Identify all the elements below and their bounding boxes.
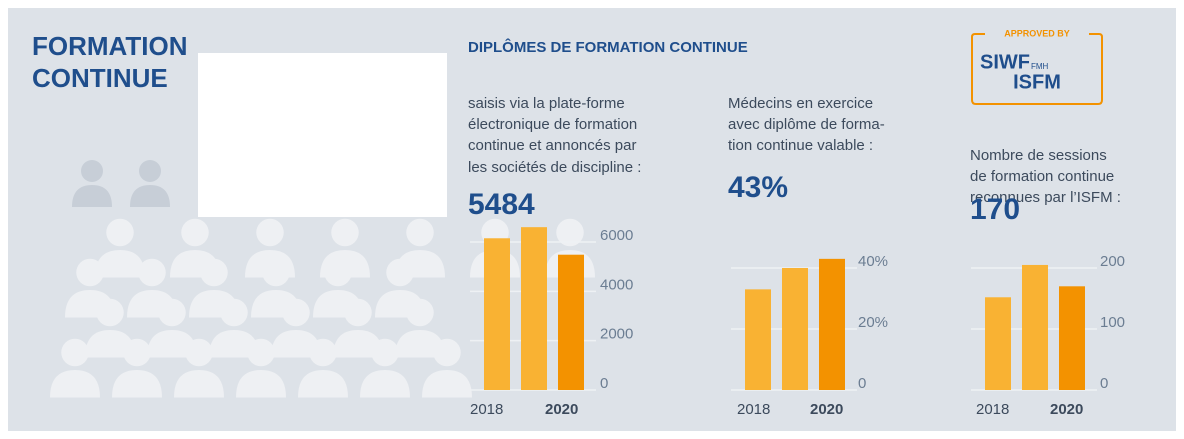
title-line: FORMATION bbox=[32, 31, 188, 61]
bar bbox=[745, 289, 771, 390]
description-line: continue et annoncés par bbox=[468, 137, 636, 154]
description-line: Nombre de sessions bbox=[970, 147, 1107, 164]
person-body bbox=[422, 370, 472, 398]
person-head bbox=[61, 338, 89, 367]
person-head bbox=[344, 298, 372, 327]
person-body bbox=[72, 185, 112, 207]
bar bbox=[985, 297, 1011, 390]
y-tick-label: 2000 bbox=[600, 326, 633, 343]
person-head bbox=[282, 298, 310, 327]
image-placeholder bbox=[198, 53, 447, 217]
description-line: Médecins en exercice bbox=[728, 95, 873, 112]
badge-top: APPROVED BY bbox=[1004, 28, 1070, 38]
person-head bbox=[96, 298, 124, 327]
person-head bbox=[138, 258, 166, 287]
y-tick-label: 6000 bbox=[600, 227, 633, 244]
person-head bbox=[324, 258, 352, 287]
bar bbox=[521, 227, 547, 390]
description-line: saisis via la plate-forme bbox=[468, 95, 625, 112]
x-tick-label: 2018 bbox=[976, 401, 1009, 418]
section-title: DIPLÔMES DE FORMATION CONTINUE bbox=[468, 38, 748, 56]
person-head bbox=[139, 160, 161, 182]
person-body bbox=[50, 370, 100, 398]
person-head bbox=[406, 218, 434, 247]
person-body bbox=[112, 370, 162, 398]
person-head bbox=[262, 258, 290, 287]
person-head bbox=[309, 338, 337, 367]
bar bbox=[1022, 264, 1048, 390]
person-body bbox=[360, 370, 410, 398]
y-tick-label: 40% bbox=[858, 253, 888, 270]
badge-line: ISFM bbox=[1013, 71, 1061, 93]
headline-value: 43% bbox=[728, 171, 788, 204]
person-body bbox=[174, 370, 224, 398]
badge-suffix: FMH bbox=[1031, 62, 1049, 71]
description-line: reconnues par l’ISFM : bbox=[970, 189, 1121, 206]
person-body bbox=[85, 330, 135, 358]
person-head bbox=[106, 218, 134, 247]
person-body bbox=[271, 330, 321, 358]
y-tick-label: 100 bbox=[1100, 314, 1125, 331]
person-body bbox=[209, 330, 259, 358]
bar bbox=[819, 258, 845, 390]
person-body bbox=[395, 330, 445, 358]
bar bbox=[1059, 286, 1085, 390]
y-tick-label: 0 bbox=[1100, 375, 1108, 392]
description-line: les sociétés de discipline : bbox=[468, 159, 641, 176]
y-tick-label: 4000 bbox=[600, 276, 633, 293]
person-body bbox=[147, 330, 197, 358]
person-head bbox=[81, 160, 103, 182]
person-head bbox=[123, 338, 151, 367]
bar bbox=[782, 268, 808, 390]
person-head bbox=[158, 298, 186, 327]
person-head bbox=[331, 218, 359, 247]
description-line: tion continue valable : bbox=[728, 137, 873, 154]
person-head bbox=[433, 338, 461, 367]
y-tick-label: 20% bbox=[858, 314, 888, 331]
x-tick-label: 2020 bbox=[810, 401, 843, 418]
person-head bbox=[371, 338, 399, 367]
description-line: de formation continue bbox=[970, 168, 1114, 185]
description-line: électronique de formation bbox=[468, 116, 637, 133]
person-head bbox=[181, 218, 209, 247]
bar bbox=[558, 254, 584, 390]
bar bbox=[484, 238, 510, 390]
badge-frame bbox=[971, 33, 1103, 105]
person-head bbox=[247, 338, 275, 367]
x-tick-label: 2020 bbox=[1050, 401, 1083, 418]
badge: APPROVED BY SIWF FMH ISFM bbox=[971, 28, 1103, 105]
person-head bbox=[76, 258, 104, 287]
person-head bbox=[200, 258, 228, 287]
badge-line: SIWF bbox=[980, 51, 1030, 73]
x-tick-label: 2018 bbox=[470, 401, 503, 418]
x-tick-label: 2018 bbox=[737, 401, 770, 418]
y-tick-label: 200 bbox=[1100, 253, 1125, 270]
person-body bbox=[95, 250, 145, 278]
person-body bbox=[333, 330, 383, 358]
person-head bbox=[185, 338, 213, 367]
x-tick-label: 2020 bbox=[545, 401, 578, 418]
person-head bbox=[406, 298, 434, 327]
headline-value: 5484 bbox=[468, 188, 535, 221]
person-head bbox=[556, 218, 584, 247]
person-head bbox=[386, 258, 414, 287]
y-tick-label: 0 bbox=[858, 375, 866, 392]
person-body bbox=[298, 370, 348, 398]
person-head bbox=[220, 298, 248, 327]
person-body bbox=[236, 370, 286, 398]
headline-value: 170 bbox=[970, 193, 1020, 226]
description-line: avec diplôme de forma- bbox=[728, 116, 885, 133]
y-tick-label: 0 bbox=[600, 375, 608, 392]
title-line: CONTINUE bbox=[32, 63, 168, 93]
person-body bbox=[130, 185, 170, 207]
person-head bbox=[256, 218, 284, 247]
